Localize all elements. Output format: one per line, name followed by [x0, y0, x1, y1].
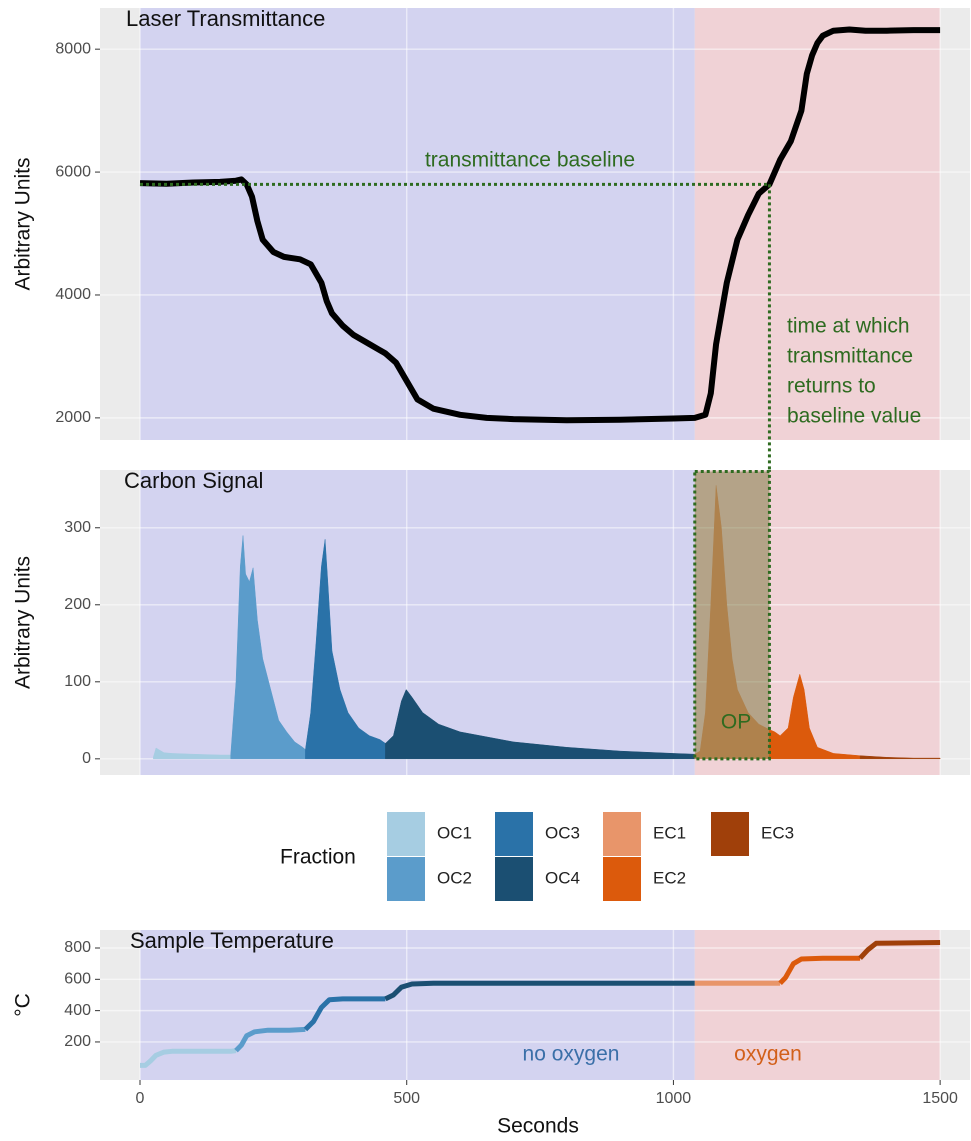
legend-label: OC3	[545, 823, 580, 842]
panel-title: Laser Transmittance	[126, 6, 325, 31]
y-tick-label: 100	[64, 673, 91, 690]
op-label: OP	[721, 711, 751, 734]
y-tick-label: 600	[64, 971, 91, 988]
y-tick-label: 300	[64, 519, 91, 536]
return-label: time at which	[787, 315, 910, 338]
region	[140, 930, 695, 1080]
legend-label: EC2	[653, 868, 686, 887]
legend-key	[387, 857, 425, 901]
y-tick-label: 800	[64, 939, 91, 956]
panel-title: Sample Temperature	[130, 928, 334, 953]
legend-label: OC2	[437, 868, 472, 887]
y-axis-title: Arbitrary Units	[12, 556, 35, 689]
legend-key	[603, 857, 641, 901]
return-label: returns to	[787, 375, 876, 398]
legend-key	[387, 812, 425, 856]
x-tick-label: 1500	[922, 1090, 958, 1107]
op-box	[693, 470, 771, 761]
temperature-line	[384, 980, 695, 1002]
baseline-label: transmittance baseline	[425, 149, 635, 172]
transmittance-line	[139, 26, 941, 424]
return-label: transmittance	[787, 345, 913, 368]
legend-label: EC1	[653, 823, 686, 842]
return-label: baseline value	[787, 405, 921, 428]
x-tick-label: 500	[393, 1090, 420, 1107]
y-tick-label: 400	[64, 1002, 91, 1019]
region-note: oxygen	[734, 1043, 802, 1066]
y-tick-label: 200	[64, 1033, 91, 1050]
temperature-line	[858, 940, 941, 960]
fraction-area	[153, 747, 231, 760]
region-note: no oxygen	[523, 1043, 620, 1066]
temperature-line	[234, 1026, 306, 1053]
legend-key	[495, 857, 533, 901]
x-tick-label: 0	[136, 1090, 145, 1107]
legend-label: OC1	[437, 823, 472, 842]
region	[140, 8, 695, 440]
y-tick-label: 0	[82, 750, 91, 767]
x-tick-label: 1000	[656, 1090, 692, 1107]
temperature-line	[140, 1048, 237, 1068]
temperature-line	[778, 955, 861, 985]
legend-key	[495, 812, 533, 856]
y-tick-label: 8000	[55, 40, 91, 57]
y-axis-title: Arbitrary Units	[12, 157, 35, 290]
y-tick-label: 200	[64, 596, 91, 613]
fraction-area	[859, 755, 941, 760]
y-tick-label: 2000	[55, 409, 91, 426]
legend-key	[711, 812, 749, 856]
temperature-line	[303, 996, 386, 1032]
legend-label: OC4	[545, 868, 580, 887]
region	[694, 930, 941, 1080]
panel-title: Carbon Signal	[124, 468, 263, 493]
x-axis-title: Seconds	[497, 1115, 579, 1138]
y-axis-title: °C	[12, 993, 35, 1017]
legend-label: EC3	[761, 823, 794, 842]
y-tick-label: 4000	[55, 286, 91, 303]
legend-key	[603, 812, 641, 856]
region	[694, 8, 941, 440]
y-tick-label: 6000	[55, 163, 91, 180]
legend-title: Fraction	[280, 846, 356, 869]
